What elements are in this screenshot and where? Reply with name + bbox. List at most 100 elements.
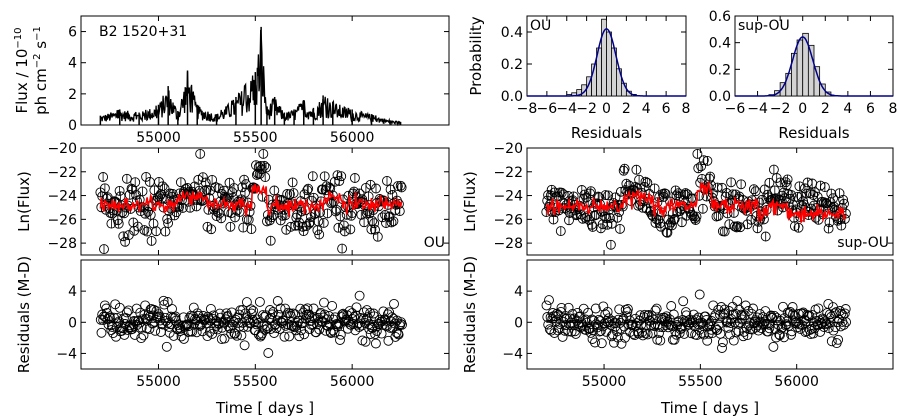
resid-ou-panel: 55000 55500 56000 −4 0 4 Time [ days ] Residual… — [15, 256, 450, 417]
resid-ou-point — [275, 303, 286, 314]
resid-supou-point — [774, 329, 785, 340]
hist-ou-xtick-label: 2 — [622, 101, 631, 117]
lnflux-supou-model-line — [545, 181, 847, 223]
resid-ou-point — [254, 296, 265, 307]
resid-ou-point — [311, 327, 322, 338]
resid-supou-point — [674, 328, 685, 338]
resid-supou-point — [541, 300, 552, 311]
resid-supou-point — [631, 318, 642, 329]
resid-ou-point — [237, 305, 248, 315]
resid-supou-point — [755, 309, 765, 320]
hist-supou-annotation: sup-OU — [738, 18, 790, 34]
hist-ou-xlabel: Residuals — [571, 124, 642, 142]
resid-supou-point — [640, 328, 651, 339]
resid-ou-point — [214, 318, 225, 329]
resid-supou-point — [654, 328, 664, 339]
resid-supou-point — [642, 310, 653, 321]
lnflux-ou-ytick-label: −28 — [47, 236, 77, 252]
resid-supou-point — [823, 323, 834, 334]
resid-ou-xlabel: Time [ days ] — [215, 399, 314, 417]
resid-ou-point — [302, 303, 313, 314]
resid-supou-point — [671, 329, 682, 340]
hist-supou-panel: −6 −4 −2 0 2 4 6 8 0.0 0.2 0.4 0.6 Residuals sup-OU — [709, 9, 898, 142]
resid-ou-point — [389, 298, 399, 309]
resid-supou-point — [561, 320, 571, 330]
resid-supou-point — [559, 325, 570, 336]
resid-supou-point — [590, 303, 601, 314]
resid-ou-point — [189, 318, 200, 329]
resid-supou-point — [742, 330, 753, 341]
resid-ou-point — [263, 348, 274, 358]
resid-ou-point — [386, 312, 397, 323]
lnflux-supou-ytick-label: −28 — [493, 236, 523, 252]
resid-supou-point — [802, 310, 813, 320]
hist-ou-ytick-label: 0.0 — [501, 89, 523, 105]
resid-supou-point — [723, 322, 734, 333]
resid-supou-point — [555, 306, 566, 317]
resid-ou-ytick-label: 4 — [68, 284, 77, 300]
lightcurve-ytick-label: 2 — [68, 87, 77, 103]
lnflux-supou-ytick-label: −22 — [493, 165, 523, 181]
resid-supou-point — [786, 329, 797, 340]
resid-supou-point — [606, 331, 617, 342]
resid-supou-xtick-label: 55000 — [582, 374, 627, 390]
hist-supou-xtick-label: 6 — [866, 101, 875, 117]
resid-supou-point — [668, 309, 679, 320]
resid-ou-point — [99, 311, 110, 322]
resid-ou-ytick-label: 0 — [68, 315, 77, 331]
resid-supou-point — [718, 309, 729, 319]
resid-supou-point — [680, 307, 691, 318]
resid-supou-point — [679, 328, 690, 339]
resid-supou-point — [808, 328, 819, 339]
resid-ou-point — [255, 331, 266, 342]
resid-supou-point — [837, 310, 848, 321]
resid-ou-point — [192, 308, 203, 319]
resid-ou-point — [205, 303, 216, 314]
hist-supou-bar — [785, 72, 792, 97]
resid-ou-point — [397, 319, 407, 330]
resid-ou-point — [158, 295, 169, 306]
resid-supou-point — [691, 314, 701, 325]
resid-supou-point — [743, 306, 754, 316]
resid-ou-point — [212, 324, 223, 335]
resid-supou-point — [748, 303, 758, 314]
resid-ou-point — [121, 307, 132, 318]
resid-ou-point — [123, 305, 134, 316]
resid-ou-point — [119, 329, 130, 340]
hist-ou-xtick-label: 8 — [682, 101, 691, 117]
hist-supou-xtick-label: 8 — [889, 101, 898, 117]
resid-supou-panel: 55000 55500 56000 −4 0 4 Time [ days ] Residual… — [461, 256, 894, 417]
resid-supou-point — [751, 322, 761, 333]
hist-ou-ylabel: Probability — [467, 16, 485, 95]
resid-ou-point — [369, 311, 380, 322]
resid-ou-xtick-label: 55500 — [233, 374, 278, 390]
hist-ou-annotation: OU — [530, 18, 551, 34]
lnflux-ou-ytick-label: −26 — [47, 212, 77, 228]
resid-ou-point — [291, 325, 302, 336]
resid-ou-point — [319, 297, 329, 308]
resid-supou-point — [594, 326, 605, 337]
resid-supou-point — [826, 336, 837, 347]
resid-supou-point — [779, 332, 789, 343]
resid-supou-point — [616, 338, 627, 349]
resid-ou-point — [279, 331, 290, 342]
resid-ou-point — [365, 329, 376, 339]
lnflux-supou-panel: −28 −26 −24 −22 −20 Ln(Flux) sup-OU — [461, 141, 894, 256]
resid-ou-point — [371, 326, 382, 336]
hist-ou-ytick-label: 0.2 — [501, 57, 523, 73]
lightcurve-ytick-label: 0 — [68, 118, 77, 134]
resid-supou-point — [801, 316, 812, 327]
hist-supou-ytick-label: 0.0 — [709, 89, 731, 105]
resid-ou-point — [326, 328, 336, 338]
resid-supou-point — [570, 328, 581, 339]
resid-supou-point — [800, 327, 811, 337]
resid-ou-xtick-label: 56000 — [330, 374, 375, 390]
resid-supou-point — [603, 313, 614, 324]
resid-ou-point — [246, 308, 257, 319]
resid-ou-point — [246, 304, 256, 315]
hist-supou-ytick-label: 0.4 — [709, 36, 731, 52]
lightcurve-ylabel-line1: Flux / 10−10 — [13, 28, 31, 114]
hist-ou-xtick-label: 0 — [602, 101, 611, 117]
resid-ou-point — [188, 302, 199, 313]
resid-supou-ytick-label: 4 — [514, 284, 523, 300]
